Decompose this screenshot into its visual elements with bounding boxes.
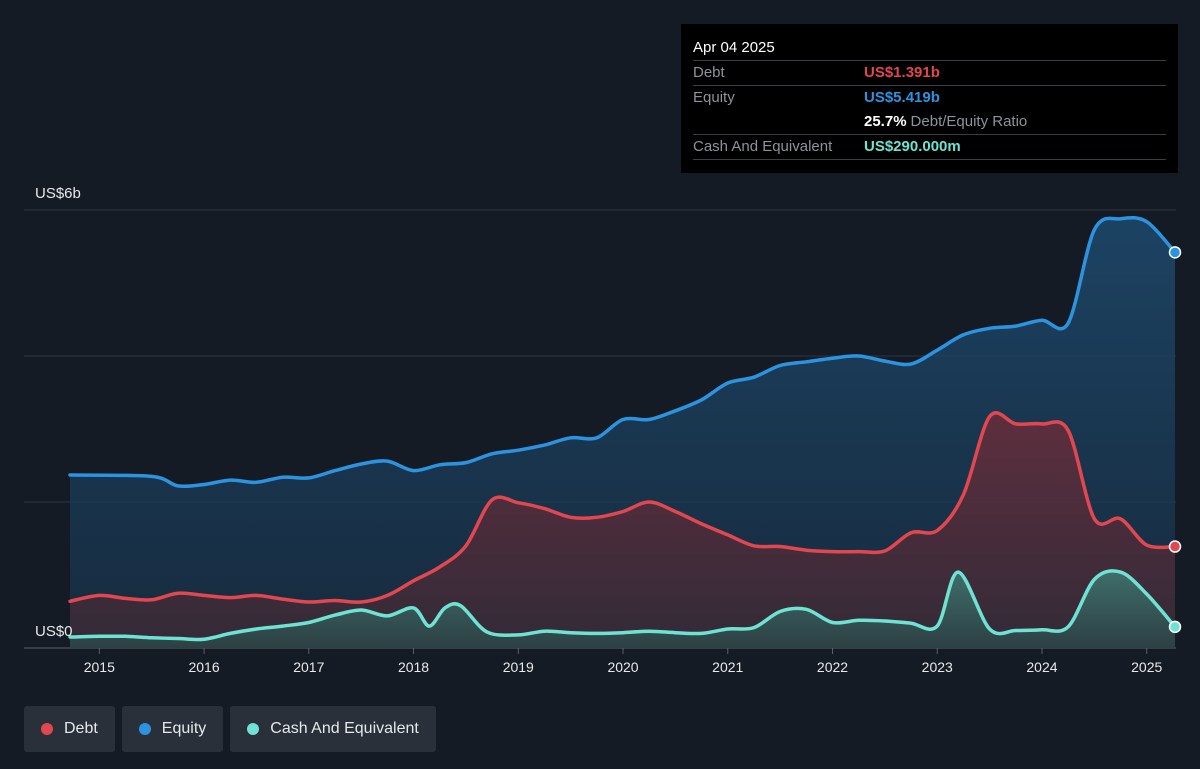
cash-dot-icon bbox=[247, 723, 260, 735]
tooltip-row-equity: Equity US$5.419b bbox=[693, 85, 1166, 110]
tooltip-row-debt: Debt US$1.391b bbox=[693, 60, 1166, 85]
tooltip-ratio-value: 25.7% bbox=[864, 113, 907, 130]
cash-line bbox=[68, 569, 1177, 642]
tooltip-date: Apr 04 2025 bbox=[693, 39, 775, 56]
legend-item-debt[interactable]: Debt bbox=[24, 706, 115, 752]
debt-endpoint[interactable] bbox=[1168, 540, 1182, 553]
x-tick-label: 2020 bbox=[607, 659, 638, 675]
debt-dot-icon bbox=[41, 723, 53, 735]
x-tick-label: 2015 bbox=[84, 659, 115, 675]
legend-label-equity: Equity bbox=[161, 720, 207, 737]
tooltip-row-ratio: 25.7% Debt/Equity Ratio bbox=[693, 110, 1166, 134]
debt-line bbox=[68, 411, 1177, 604]
x-tick-label: 2017 bbox=[293, 659, 324, 675]
x-tick-label: 2025 bbox=[1131, 659, 1162, 675]
x-axis-ticks: 2015 2016 2017 2018 2019 2020 2021 2022 2023 2024… bbox=[84, 648, 1163, 675]
cash-area bbox=[70, 570, 1175, 648]
series-endpoints bbox=[1168, 246, 1182, 634]
legend-label-debt: Debt bbox=[64, 720, 98, 737]
x-tick-label: 2016 bbox=[188, 659, 219, 675]
tooltip-debt-label: Debt bbox=[693, 64, 725, 81]
axes: US$6b US$0 bbox=[35, 185, 81, 640]
y-axis-top-label: US$6b bbox=[35, 185, 81, 202]
x-tick-label: 2022 bbox=[817, 659, 848, 675]
tooltip-equity-value: US$5.419b bbox=[864, 89, 940, 106]
debt-area bbox=[70, 412, 1175, 648]
x-tick-label: 2019 bbox=[503, 659, 534, 675]
y-axis-bottom-label: US$0 bbox=[35, 623, 73, 640]
x-tick-label: 2024 bbox=[1026, 659, 1057, 675]
legend-label-cash: Cash And Equivalent bbox=[270, 720, 419, 737]
legend: Debt Equity Cash And Equivalent bbox=[24, 706, 436, 752]
tooltip: Apr 04 2025 Debt US$1.391b Equity US$5.4… bbox=[681, 24, 1178, 173]
equity-dot-icon bbox=[138, 723, 151, 735]
tooltip-row-cash: Cash And Equivalent US$290.000m bbox=[693, 134, 1166, 160]
tooltip-cash-label: Cash And Equivalent bbox=[693, 138, 833, 155]
equity-endpoint[interactable] bbox=[1168, 246, 1182, 259]
legend-item-equity[interactable]: Equity bbox=[121, 706, 224, 752]
series-lines bbox=[68, 215, 1177, 642]
equity-line bbox=[68, 215, 1177, 489]
cash-endpoint[interactable] bbox=[1168, 620, 1182, 634]
legend-item-cash[interactable]: Cash And Equivalent bbox=[230, 706, 436, 752]
x-tick-label: 2021 bbox=[712, 659, 743, 675]
x-tick-label: 2018 bbox=[398, 659, 429, 675]
tooltip-debt-value: US$1.391b bbox=[864, 64, 940, 81]
tooltip-cash-value: US$290.000m bbox=[864, 138, 961, 155]
x-tick-label: 2023 bbox=[922, 659, 953, 675]
tooltip-equity-label: Equity bbox=[693, 89, 735, 106]
tooltip-ratio-label: Debt/Equity Ratio bbox=[910, 113, 1028, 130]
series-areas bbox=[70, 217, 1175, 648]
